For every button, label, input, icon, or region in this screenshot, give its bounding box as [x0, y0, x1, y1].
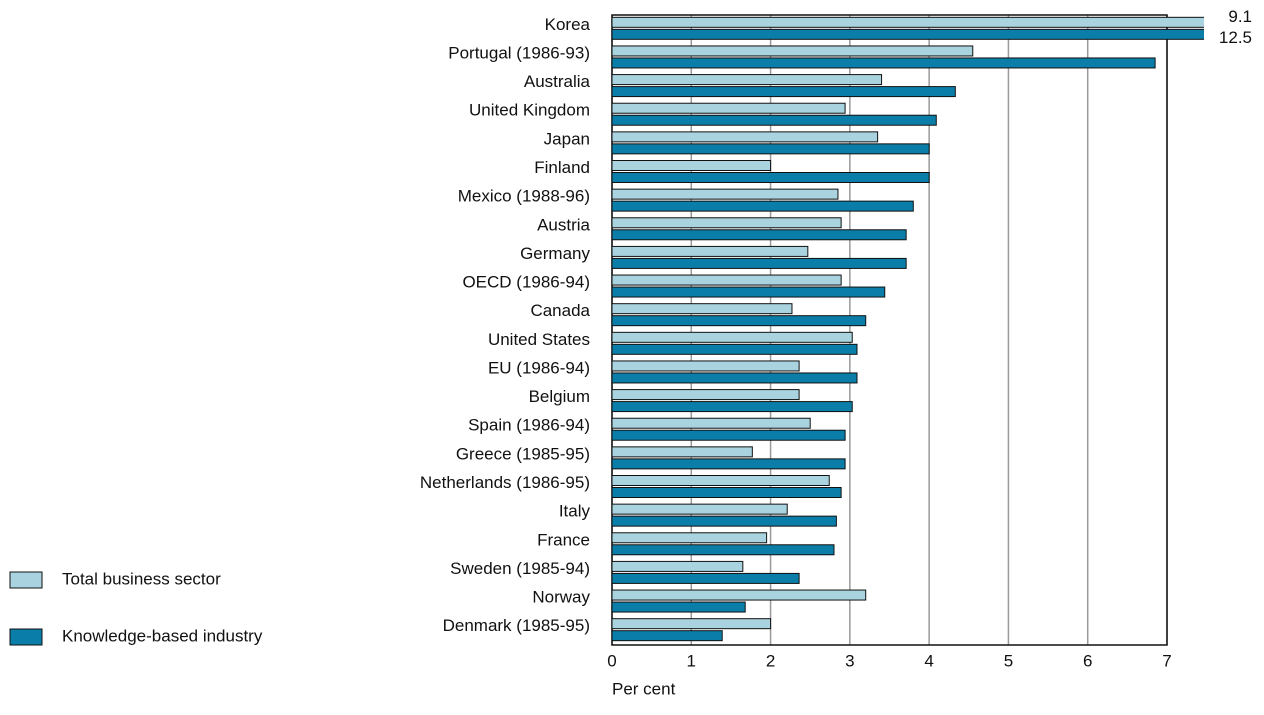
x-tick-label: 1	[687, 651, 696, 670]
bar	[612, 475, 830, 486]
y-tick-label: EU (1986-94)	[488, 358, 590, 377]
bar	[612, 589, 867, 601]
y-tick-label: Denmark (1985-95)	[443, 616, 590, 635]
bar	[612, 229, 907, 241]
bar	[612, 458, 846, 470]
y-tick-label: Korea	[545, 15, 591, 34]
x-tick-label: 6	[1083, 651, 1092, 670]
legend-label: Total business sector	[62, 569, 221, 588]
y-tick-label: Finland	[534, 158, 590, 177]
x-tick-label: 4	[924, 651, 933, 670]
bar	[612, 560, 744, 572]
plot-frame	[611, 14, 1168, 646]
y-tick-label: Mexico (1988-96)	[458, 187, 590, 206]
value-label: 9.1	[1228, 7, 1252, 26]
y-tick-label: Italy	[559, 502, 591, 521]
bar	[612, 429, 846, 441]
x-tick-label: 2	[766, 651, 775, 670]
y-tick-label: Germany	[520, 244, 590, 263]
bar	[612, 16, 1204, 28]
y-tick-label: Portugal (1986-93)	[448, 43, 590, 62]
bar	[612, 114, 937, 126]
y-tick-label: OECD (1986-94)	[462, 273, 590, 292]
y-tick-label: Japan	[544, 129, 590, 148]
y-tick-label: Belgium	[529, 387, 590, 406]
bar	[612, 389, 800, 401]
bar	[612, 274, 842, 286]
bar	[612, 45, 974, 57]
bar	[612, 372, 858, 384]
bar	[612, 188, 839, 200]
bar	[612, 315, 867, 327]
bar	[612, 160, 772, 171]
bar	[612, 28, 1204, 40]
bar	[612, 257, 907, 269]
legend-label: Knowledge-based industry	[62, 626, 263, 645]
bar	[612, 143, 930, 155]
y-tick-label: Greece (1985-95)	[456, 444, 590, 463]
bar	[612, 245, 809, 257]
bar	[612, 515, 837, 527]
bar	[612, 74, 883, 86]
x-tick-label: 3	[845, 651, 854, 670]
y-tick-label: Australia	[524, 72, 591, 91]
legend-swatch	[9, 571, 43, 589]
bar	[612, 102, 846, 114]
bar	[612, 343, 858, 355]
bar	[612, 331, 853, 343]
bar	[612, 572, 800, 584]
bar	[612, 286, 886, 298]
bars	[612, 16, 1204, 642]
y-tick-label: United Kingdom	[469, 101, 590, 120]
bar	[612, 57, 1156, 69]
legend-swatch	[9, 628, 43, 646]
bar	[612, 86, 956, 98]
x-tick-label: 5	[1004, 651, 1013, 670]
y-tick-label: France	[537, 530, 590, 549]
bar	[612, 503, 788, 515]
bar	[612, 601, 746, 613]
x-axis-label: Per cent	[612, 679, 676, 698]
x-tick-label: 0	[607, 651, 616, 670]
y-tick-label: Spain (1986-94)	[468, 416, 590, 435]
y-tick-label: Austria	[537, 215, 590, 234]
y-tick-label: Norway	[532, 588, 590, 607]
bar	[612, 200, 914, 212]
y-tick-label: United States	[488, 330, 590, 349]
bar	[612, 544, 835, 556]
bar	[612, 401, 853, 413]
bar	[612, 131, 879, 143]
value-label: 12.5	[1219, 28, 1252, 47]
y-tick-label: Sweden (1985-94)	[450, 559, 590, 578]
bar	[612, 217, 842, 229]
bar	[612, 446, 753, 458]
bar	[612, 303, 793, 315]
bar	[612, 630, 723, 642]
y-tick-label: Netherlands (1986-95)	[420, 473, 590, 492]
bar	[612, 417, 811, 429]
bar	[612, 532, 768, 544]
y-tick-label: Canada	[530, 301, 590, 320]
bar	[612, 360, 800, 372]
bar	[612, 172, 930, 183]
x-tick-label: 7	[1162, 651, 1171, 670]
bar	[612, 487, 842, 498]
bar	[612, 618, 772, 630]
